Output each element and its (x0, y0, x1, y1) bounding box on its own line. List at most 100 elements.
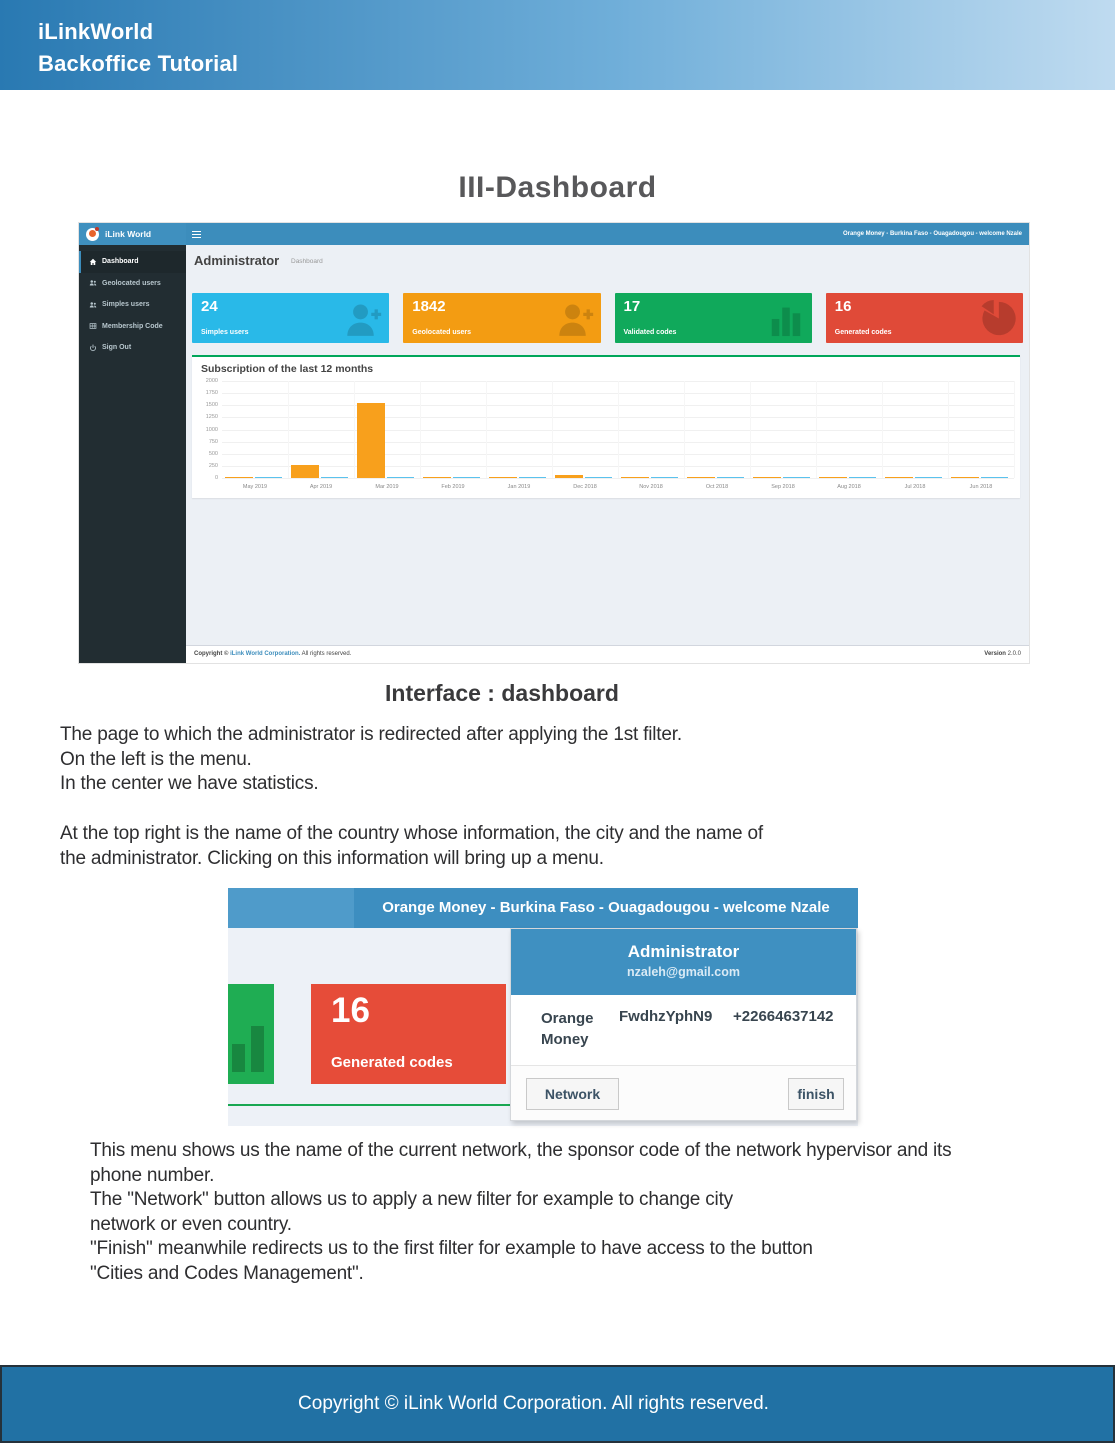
sponsor-code: FwdhzYphN9 (619, 1008, 713, 1025)
bar-orange-May-2019 (225, 476, 253, 478)
y-axis-tick: 750 (208, 438, 218, 445)
card-label: Generated codes (331, 1054, 453, 1071)
bar-orange-Mar-2019 (357, 402, 385, 478)
paragraph-line: network or even country. (90, 1213, 292, 1235)
card-label: Simples users (201, 329, 249, 336)
bar-orange-Oct-2018 (687, 476, 715, 478)
version-label: Version 2.0.0 (984, 651, 1021, 657)
x-axis-tick: Dec 2018 (573, 484, 597, 490)
y-axis-tick: 1250 (205, 414, 218, 421)
bar-orange-Dec-2018 (555, 474, 583, 478)
chart-vgridline (354, 381, 355, 478)
chart-vgridline (288, 381, 289, 478)
chart-vgridline (552, 381, 553, 478)
bar-blue-Aug-2018 (848, 476, 877, 478)
topbar-user-info[interactable]: Orange Money - Burkina Faso - Ouagadougo… (354, 888, 858, 928)
card-label: Generated codes (834, 329, 892, 336)
bar-orange-Jul-2018 (885, 476, 913, 478)
dropdown-footer: Network finish (511, 1065, 856, 1120)
card-value: 17 (623, 298, 641, 315)
chart-vgridline (420, 381, 421, 478)
paragraph-line: The page to which the administrator is r… (60, 724, 682, 745)
sidebar-item-label: Membership Code (102, 322, 163, 330)
user-plus-icon (344, 300, 382, 337)
ilink-globe-pin-icon (86, 226, 99, 241)
paragraph-line: the administrator. Clicking on this info… (60, 847, 604, 869)
x-axis-tick: Jan 2019 (507, 484, 531, 490)
chart-vgridline (1014, 381, 1015, 478)
paragraph-line: This menu shows us the name of the curre… (90, 1140, 952, 1161)
x-axis-tick: Mar 2019 (375, 484, 399, 490)
bar-blue-Oct-2018 (716, 476, 745, 478)
sidebar-menu: Dashboard Geolocated users Simples users Me… (79, 245, 186, 663)
topbar-left-segment (228, 888, 354, 928)
sidebar-item-simples-users[interactable]: Simples users (79, 294, 186, 316)
bar-chart-icon (232, 1044, 245, 1072)
ilink-corporation-link[interactable]: iLink World Corporation. (230, 651, 301, 657)
doc-brand-title: iLinkWorld (38, 19, 154, 44)
stat-card-generated-codes: 16 Generated codes (825, 293, 1023, 343)
bar-orange-Apr-2019 (291, 464, 319, 478)
bar-blue-Dec-2018 (584, 476, 613, 478)
chart-panel: Subscription of the last 12 months 0 250 5… (192, 355, 1020, 498)
sidebar-item-membership-code[interactable]: Membership Code (79, 316, 186, 338)
home-icon (89, 258, 97, 266)
chart-vgridline (948, 381, 949, 478)
doc-brand-subtitle: Backoffice Tutorial (38, 51, 239, 76)
x-axis-tick: Apr 2019 (309, 484, 333, 490)
dashboard-content: Administrator Dashboard 24 Simples users 1… (186, 245, 1029, 663)
paragraph-line: On the left is the menu. (60, 748, 252, 770)
dropdown-header: Administrator nzaleh@gmail.com (511, 929, 856, 995)
generated-codes-card: 16 Generated codes (311, 984, 506, 1084)
user-dropdown-menu: Administrator nzaleh@gmail.com Orange Mo… (510, 928, 857, 1121)
sidebar-item-geolocated-users[interactable]: Geolocated users (79, 273, 186, 295)
phone-number: +22664637142 (733, 1008, 834, 1025)
chart-panel-top-border (228, 1104, 512, 1106)
card-value: 16 (834, 298, 852, 315)
dashboard-footer: Copyright © iLink World Corporation. All… (186, 645, 1029, 663)
sidebar-item-sign-out[interactable]: Sign Out (79, 337, 186, 359)
chart-gridline (222, 478, 1014, 479)
x-axis-tick: Aug 2018 (837, 484, 861, 490)
bar-blue-Feb-2019 (452, 476, 481, 478)
doc-header: iLinkWorld Backoffice Tutorial (0, 0, 1115, 90)
dashboard-screenshot: iLink World Orange Money - Burkina Faso … (78, 222, 1030, 664)
bar-orange-Feb-2019 (423, 476, 451, 478)
chart-vgridline (618, 381, 619, 478)
chart-vgridline (750, 381, 751, 478)
chart-vgridline (882, 381, 883, 478)
x-axis-tick: Oct 2018 (705, 484, 729, 490)
card-value: 1842 (412, 298, 446, 315)
topbar-user-info[interactable]: Orange Money - Burkina Faso - Ouagadougo… (842, 231, 1022, 237)
x-axis-tick: Nov 2018 (639, 484, 663, 490)
bar-blue-Jun-2018 (980, 476, 1009, 478)
x-axis-tick: Sep 2018 (771, 484, 795, 490)
finish-button[interactable]: finish (788, 1078, 844, 1110)
interface-caption: Interface : dashboard (385, 680, 619, 706)
sidebar-item-label: Sign Out (102, 344, 132, 352)
user-plus-icon (556, 300, 594, 337)
users-icon (89, 301, 97, 309)
y-axis-tick: 1750 (205, 390, 218, 397)
brand-area[interactable]: iLink World (79, 223, 186, 245)
bar-orange-Nov-2018 (621, 476, 649, 478)
card-value: 16 (331, 991, 370, 1030)
sidebar-item-dashboard[interactable]: Dashboard (79, 251, 186, 273)
dashboard-topbar: iLink World Orange Money - Burkina Faso … (79, 223, 1029, 245)
bar-blue-Jul-2018 (914, 476, 943, 478)
doc-footer: Copyright © iLink World Corporation. All… (0, 1365, 1115, 1443)
bar-orange-Jun-2018 (951, 476, 979, 478)
y-axis-tick: 500 (208, 450, 218, 457)
paragraph-line (60, 797, 763, 822)
section-title: III-Dashboard (458, 171, 657, 204)
page-title: Administrator (194, 253, 280, 268)
bar-blue-Sep-2018 (782, 476, 811, 478)
hamburger-icon[interactable] (192, 231, 201, 238)
doc-copyright: Copyright © iLink World Corporation. All… (298, 1393, 769, 1414)
network-button[interactable]: Network (526, 1078, 619, 1110)
chart-vgridline (684, 381, 685, 478)
card-value: 24 (201, 298, 218, 315)
bar-chart-icon (251, 1026, 264, 1072)
dropdown-title: Administrator (627, 942, 740, 961)
brand-name: iLink World (105, 229, 152, 239)
